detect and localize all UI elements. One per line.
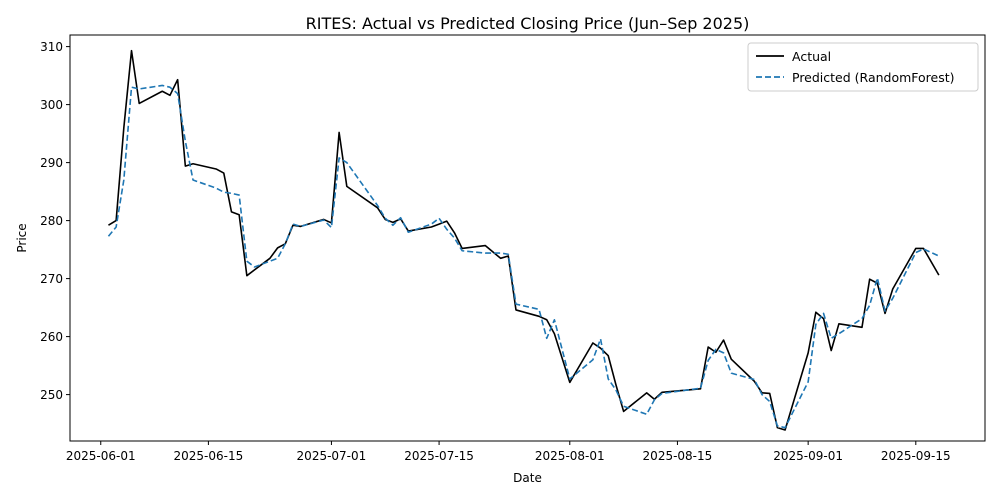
x-tick-label: 2025-07-15 — [404, 449, 474, 463]
x-tick-label: 2025-06-15 — [174, 449, 244, 463]
y-tick-label: 260 — [40, 330, 63, 344]
x-axis: 2025-06-01 2025-06-15 2025-07-01 2025-07-15… — [66, 441, 951, 463]
y-tick-label: 310 — [40, 40, 63, 54]
y-tick-label: 290 — [40, 156, 63, 170]
x-tick-label: 2025-06-01 — [66, 449, 136, 463]
x-tick-label: 2025-08-01 — [535, 449, 605, 463]
legend-box — [747, 42, 979, 92]
y-axis-label: Price — [15, 223, 29, 252]
x-axis-label: Date — [513, 471, 542, 485]
x-tick-label: 2025-09-15 — [881, 449, 951, 463]
y-axis: 250 260 270 280 290 300 310 — [40, 40, 70, 402]
chart-title: RITES: Actual vs Predicted Closing Price… — [306, 14, 750, 33]
y-tick-label: 300 — [40, 98, 63, 112]
series-layer — [107, 49, 940, 431]
y-tick-label: 270 — [40, 272, 63, 286]
y-tick-label: 250 — [40, 388, 63, 402]
plot-frame — [69, 34, 986, 442]
x-tick-label: 2025-08-15 — [643, 449, 713, 463]
x-tick-label: 2025-09-01 — [773, 449, 843, 463]
x-tick-label: 2025-07-01 — [297, 449, 367, 463]
legend: Actual Predicted (RandomForest) — [747, 42, 979, 92]
legend-label-predicted: Predicted (RandomForest) — [792, 70, 955, 85]
legend-label-actual: Actual — [792, 49, 831, 64]
series-line-actual — [108, 49, 940, 431]
series-line-predicted — [107, 84, 940, 429]
y-tick-label: 280 — [40, 214, 63, 228]
